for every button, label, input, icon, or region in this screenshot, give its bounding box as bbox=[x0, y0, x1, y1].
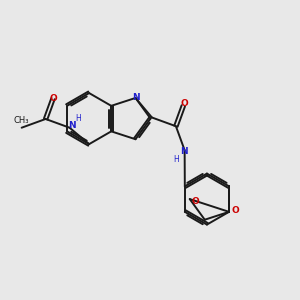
Text: N: N bbox=[68, 121, 75, 130]
Text: H: H bbox=[173, 154, 179, 164]
Text: O: O bbox=[180, 99, 188, 108]
Text: O: O bbox=[231, 206, 239, 215]
Text: N: N bbox=[180, 147, 188, 156]
Text: O: O bbox=[192, 196, 200, 206]
Text: H: H bbox=[76, 114, 81, 123]
Text: O: O bbox=[49, 94, 57, 103]
Text: CH₃: CH₃ bbox=[14, 116, 29, 125]
Text: N: N bbox=[132, 93, 139, 102]
